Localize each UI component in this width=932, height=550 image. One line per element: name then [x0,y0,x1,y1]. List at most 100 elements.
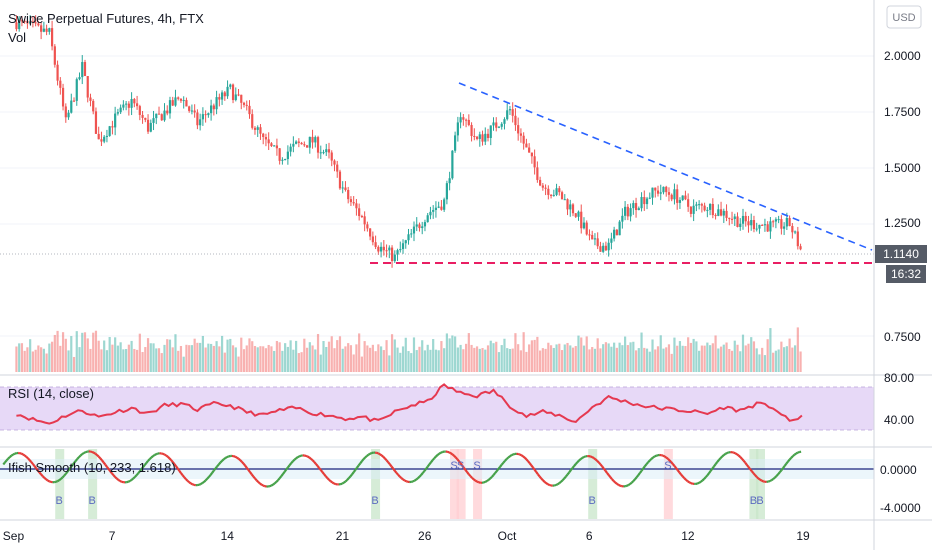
candle-body [286,151,289,160]
volume-bar [53,334,56,372]
ifish-line-segment [767,480,771,483]
candle-body [251,114,254,128]
ifish-line-segment [262,484,266,488]
volume-bar [152,343,155,372]
ifish-line-segment [604,470,608,474]
candle-body [396,250,399,255]
candle-body [72,100,76,102]
ifish-line-segment [387,461,391,466]
ifish-line-segment [404,479,407,483]
ifish-line-segment [367,452,371,456]
ifish-line-segment [471,477,475,481]
signal-zone [371,449,381,519]
candle-body [212,105,215,110]
candle-body [152,118,155,123]
ifish-line-segment [698,480,702,484]
ifish-line-segment [663,455,667,459]
candle-body [237,94,240,96]
ifish-line-segment [147,458,151,462]
ifish-line-segment [430,459,434,463]
candle-body [467,119,470,125]
ifish-line-segment [752,472,756,476]
volume-bar [667,344,671,372]
candle-body [511,109,514,116]
ifish-line-segment [772,476,776,480]
ifish-line-segment [787,458,791,463]
volume-bar [528,344,531,372]
volume-bar [486,345,490,372]
candle-body [273,145,276,147]
volume-bar [297,353,300,372]
candle-body [355,203,358,209]
ifish-line-segment [560,479,564,483]
time-axis[interactable]: Sep 7 14 21 26 Oct 6 12 19 [3,529,810,543]
volume-bar [506,348,509,372]
volume-bar [122,349,125,372]
ifish-line-segment [257,481,261,485]
candle-body [645,198,649,205]
candle-body [514,115,517,126]
volume-bar [108,336,111,372]
volume-bar [56,330,59,372]
ifish-line-segment [319,469,324,473]
volume-bar [714,335,717,372]
candle-body [717,209,720,216]
candle-body [689,206,692,214]
volume-bar [621,345,624,372]
candle-body [676,189,679,203]
candle-body [624,206,627,216]
signal-zone [55,449,65,519]
candle-body [295,141,298,144]
ifish-line-segment [454,456,459,460]
candle-body [278,148,281,161]
ifish-line-segment [785,460,789,465]
candle-body [248,105,251,115]
ifish-line-segment [557,482,560,486]
descending-trendline[interactable] [458,82,873,251]
candle-body [379,246,383,252]
candle-body [270,143,273,147]
volume-bar [445,333,448,372]
ifish-line-segment [57,479,60,483]
currency-button[interactable]: USD [886,5,922,29]
ifish-line-segment [60,476,64,480]
ifish-line-segment [522,455,526,459]
volume-bar [177,350,180,372]
ifish-line-segment [250,473,255,478]
ifish-line-segment [270,483,274,487]
candle-body [750,220,753,226]
ifish-line-segment [216,463,220,468]
ifish-line-segment [116,477,120,481]
candle-body [160,114,163,121]
ifish-line-segment [433,455,437,460]
candle-body [604,245,608,251]
rsi-tick: 80.00 [884,371,914,385]
volume-bar [358,333,361,372]
candle-body [338,171,342,189]
ifish-line-segment [68,466,72,471]
candle-body [390,247,394,262]
price-axis[interactable]: 2.0000 1.7500 1.5000 1.2500 0.7500 80.00… [880,49,921,515]
ifish-line-segment [277,477,281,481]
volume-bar [155,348,158,372]
volume-bar [125,349,128,372]
ifish-line-segment [237,457,241,461]
volume-bar [577,335,580,372]
candle-body [305,145,309,148]
ifish-line-segment [101,459,105,464]
volume-bar [429,349,432,372]
ifish-line-segment [451,453,455,457]
volume-bar [92,332,95,372]
candle-body [141,114,144,118]
ifish-line-segment [206,476,210,480]
volume-bar [591,347,594,372]
candle-body [275,145,279,149]
signal-label: S [664,460,671,472]
ifish-line-segment [713,463,717,468]
ifish-line-segment [76,456,80,460]
volume-bar [560,350,564,372]
volume-bar [248,338,251,372]
ifish-line-segment [542,479,546,483]
ifish-line-segment [435,454,439,458]
volume-bar [42,348,45,372]
